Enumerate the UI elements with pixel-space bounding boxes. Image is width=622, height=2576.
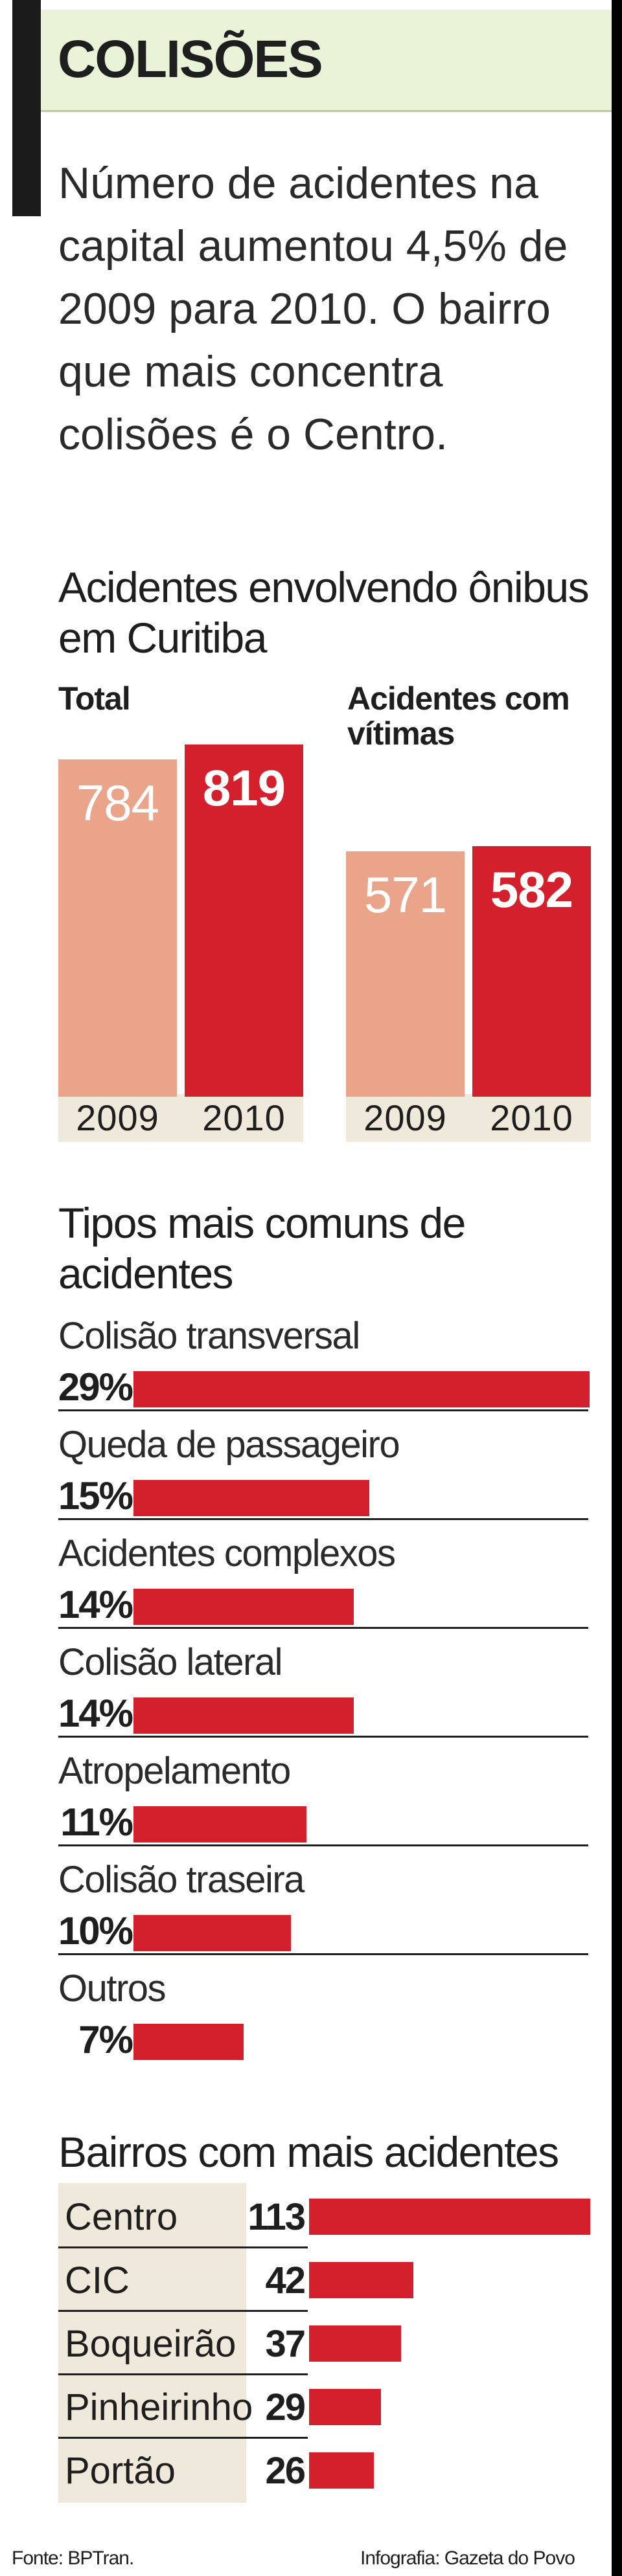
neighborhood-label: CIC xyxy=(65,2259,130,2302)
neighborhood-value: 26 xyxy=(265,2450,306,2492)
bar-total-2009: 784 xyxy=(58,759,177,1097)
neighborhood-bar xyxy=(309,2262,414,2298)
neighborhood-value: 113 xyxy=(248,2196,306,2238)
bar-value-total-2009: 784 xyxy=(76,774,159,832)
neighborhood-bar xyxy=(309,2452,374,2489)
neighborhood-bar xyxy=(309,2389,382,2425)
type-label: Outros xyxy=(58,1967,167,2010)
bar-victims-2009: 571 xyxy=(346,851,465,1097)
type-label: Queda de passageiro xyxy=(58,1424,400,1466)
year-label-total-2009: 2009 xyxy=(76,1097,159,1138)
type-divider xyxy=(58,1409,588,1411)
type-divider xyxy=(58,1953,588,1955)
type-percent-label: 14% xyxy=(58,1583,133,1626)
type-bar xyxy=(133,1371,590,1407)
type-bar xyxy=(133,1806,307,1842)
type-label: Colisão transversal xyxy=(58,1315,360,1357)
type-divider xyxy=(58,1844,588,1846)
type-label: Atropelamento xyxy=(58,1750,291,1792)
group-bg-total xyxy=(58,1094,303,1142)
bus-chart-title: Acidentes envolvendo ônibus em Curitiba xyxy=(58,563,590,662)
neighborhood-divider xyxy=(58,2310,308,2312)
neighborhood-bar xyxy=(309,2325,402,2362)
group-label-total: Total xyxy=(58,680,131,717)
neighborhood-label: Boqueirão xyxy=(65,2323,236,2365)
bar-value-total-2010: 819 xyxy=(202,759,286,816)
bar-value-victims-2010: 582 xyxy=(490,861,573,919)
type-bar xyxy=(133,1589,354,1625)
neighborhood-divider xyxy=(58,2246,308,2248)
right-edge-border xyxy=(612,0,622,2576)
year-label-total-2010: 2010 xyxy=(202,1097,286,1138)
type-bar xyxy=(133,1697,354,1734)
neighborhood-value: 29 xyxy=(265,2386,306,2428)
type-percent-label: 15% xyxy=(58,1474,133,1518)
year-label-victims-2009: 2009 xyxy=(363,1097,447,1138)
source-note: Fonte: BPTran. xyxy=(12,2548,134,2569)
neighborhood-value: 37 xyxy=(265,2323,306,2365)
neighborhood-value: 42 xyxy=(265,2259,306,2302)
type-bar xyxy=(133,1480,370,1516)
page-title: COLISÕES xyxy=(58,30,323,89)
bar-total-2010: 819 xyxy=(185,744,303,1097)
type-percent-label: 7% xyxy=(78,2018,133,2061)
header-banner: COLISÕES xyxy=(41,10,612,112)
type-percent-label: 11% xyxy=(60,1800,133,1844)
group-label-victims: Acidentes com vítimas xyxy=(347,680,570,752)
group-bg-victims xyxy=(346,1094,591,1142)
neighborhood-label: Pinheirinho xyxy=(65,2386,253,2428)
type-percent-label: 14% xyxy=(58,1692,133,1735)
types-chart-title: Tipos mais comuns de acidentes xyxy=(58,1199,466,1297)
type-divider xyxy=(58,1518,588,1520)
neighborhood-divider xyxy=(58,2437,308,2439)
left-accent-bar xyxy=(12,0,41,216)
neighborhoods-chart-title: Bairros com mais acidentes xyxy=(58,2128,559,2176)
type-label: Colisão lateral xyxy=(58,1641,283,1683)
neighborhood-bar xyxy=(309,2199,590,2235)
intro-text: Número de acidentes na capital aumentou … xyxy=(58,159,568,459)
neighborhood-label: Portão xyxy=(65,2450,176,2492)
type-percent-label: 29% xyxy=(58,1365,133,1409)
bar-victims-2010: 582 xyxy=(472,846,591,1097)
neighborhood-name-panel xyxy=(58,2183,246,2503)
type-bar xyxy=(133,2024,244,2060)
year-label-victims-2010: 2010 xyxy=(490,1097,573,1138)
bar-value-victims-2009: 571 xyxy=(363,866,447,923)
type-label: Colisão traseira xyxy=(58,1859,305,1901)
type-bar xyxy=(133,1915,291,1951)
neighborhood-label: Centro xyxy=(65,2196,178,2238)
type-divider xyxy=(58,1736,588,1738)
type-label: Acidentes complexos xyxy=(58,1532,396,1574)
neighborhood-divider xyxy=(58,2373,308,2375)
type-divider xyxy=(58,1627,588,1629)
credit-note: Infografia: Gazeta do Povo xyxy=(360,2548,575,2569)
type-percent-label: 10% xyxy=(58,1909,133,1953)
